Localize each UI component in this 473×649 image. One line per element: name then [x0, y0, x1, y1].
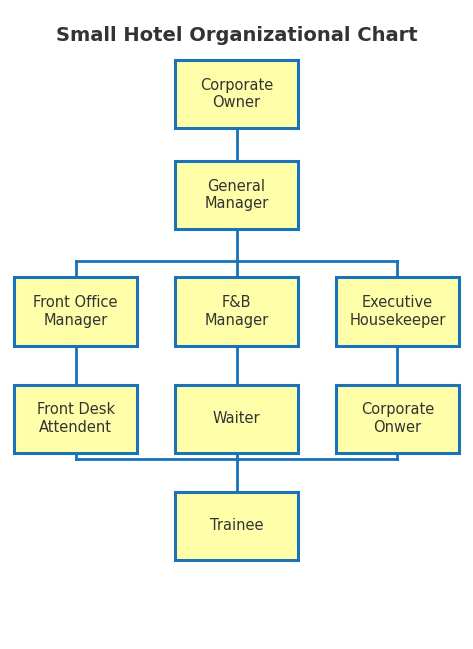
Text: F&B
Manager: F&B Manager	[204, 295, 269, 328]
FancyBboxPatch shape	[175, 384, 298, 453]
FancyBboxPatch shape	[14, 278, 137, 345]
FancyBboxPatch shape	[175, 278, 298, 345]
Text: Executive
Housekeeper: Executive Housekeeper	[349, 295, 446, 328]
Text: Small Hotel Organizational Chart: Small Hotel Organizational Chart	[56, 26, 417, 45]
Text: Waiter: Waiter	[213, 411, 260, 426]
Text: Corporate
Owner: Corporate Owner	[200, 78, 273, 110]
FancyBboxPatch shape	[336, 278, 459, 345]
Text: General
Manager: General Manager	[204, 178, 269, 211]
FancyBboxPatch shape	[175, 60, 298, 129]
FancyBboxPatch shape	[175, 492, 298, 559]
Text: Front Office
Manager: Front Office Manager	[34, 295, 118, 328]
FancyBboxPatch shape	[336, 384, 459, 453]
Text: Corporate
Onwer: Corporate Onwer	[361, 402, 434, 435]
Text: Trainee: Trainee	[210, 518, 263, 533]
FancyBboxPatch shape	[175, 161, 298, 229]
Text: Front Desk
Attendent: Front Desk Attendent	[36, 402, 115, 435]
FancyBboxPatch shape	[14, 384, 137, 453]
